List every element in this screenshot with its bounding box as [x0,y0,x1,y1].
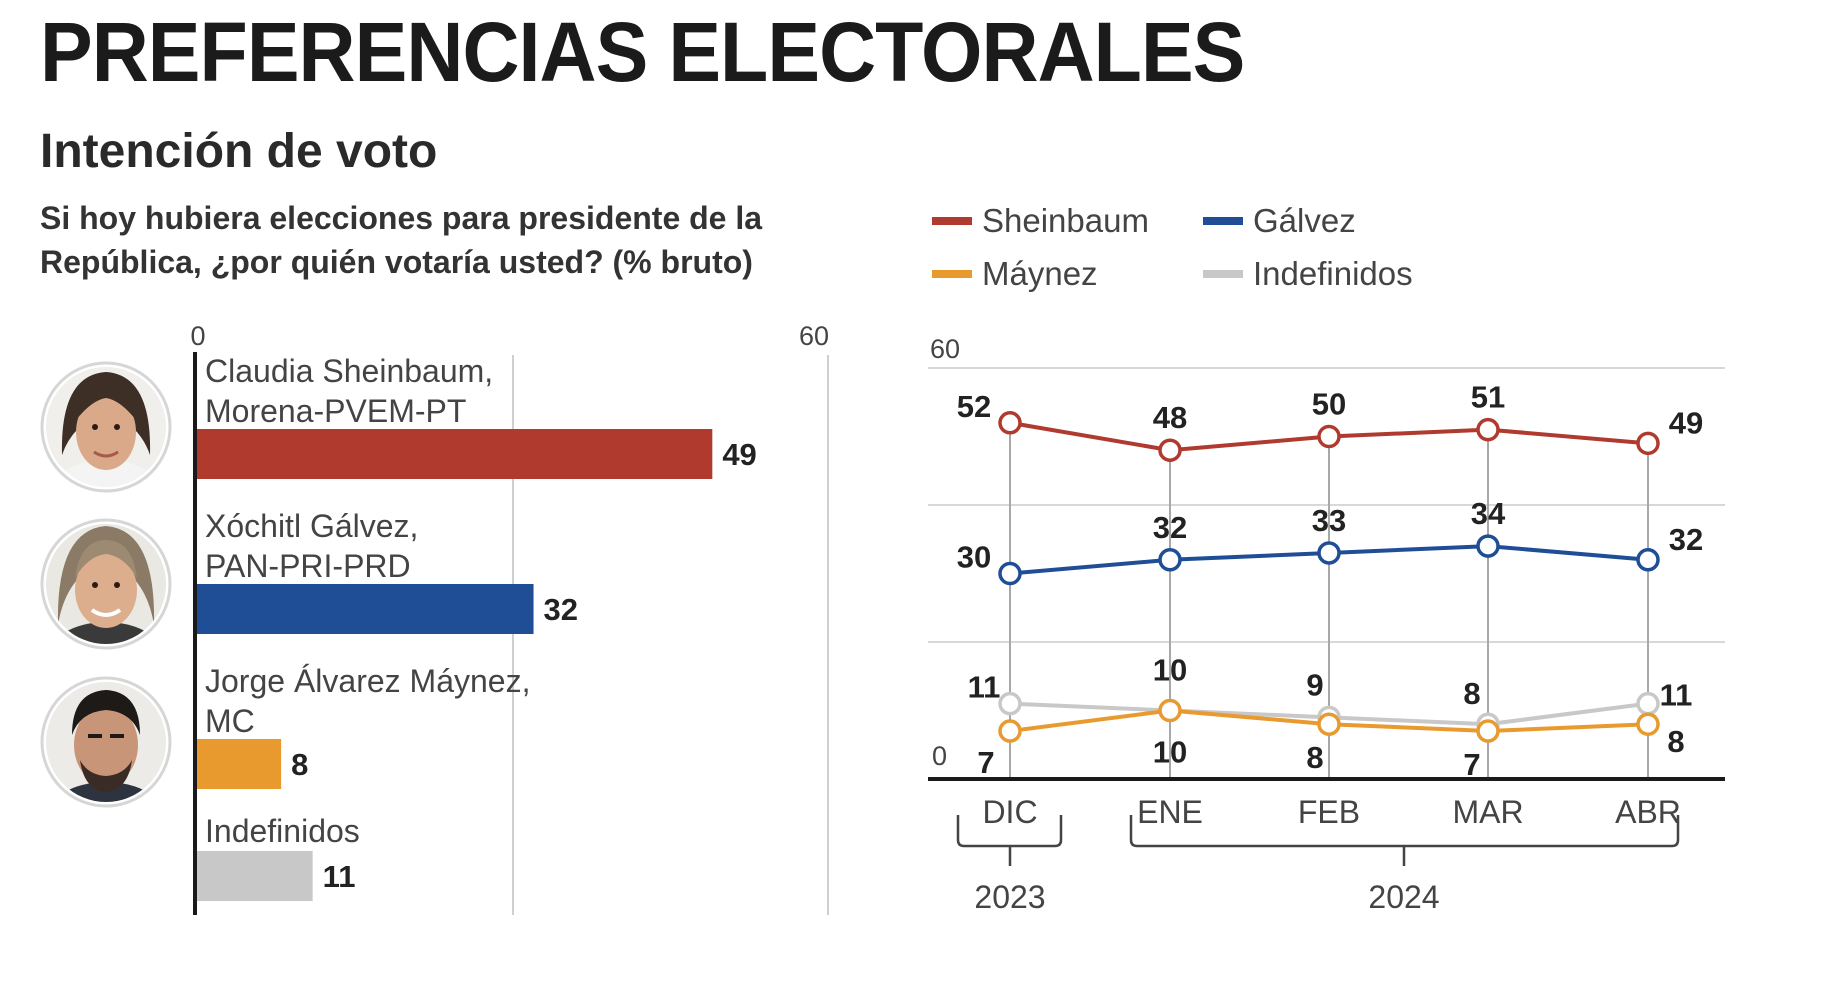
data-label: 33 [1312,503,1346,538]
legend-label: Máynez [982,255,1098,292]
legend-item-galvez: Gálvez [1203,202,1356,239]
data-point [1476,417,1500,442]
data-label: 10 [1153,735,1187,770]
bar-chart: 0 60 Claudia Sheinbaum, Morena-PVEM-PT 49 X… [190,321,829,915]
legend-item-indefinidos: Indefinidos [1203,255,1413,292]
data-label: 30 [957,540,991,575]
legend-label: Sheinbaum [982,202,1149,239]
bar-category-label: Indefinidos [205,813,360,849]
data-point [1317,424,1341,449]
data-point [998,691,1022,716]
data-label: 48 [1153,400,1187,435]
bar-value-label: 8 [291,747,308,782]
data-label: 50 [1312,387,1346,422]
data-point [1158,698,1182,723]
data-label: 51 [1471,380,1505,415]
bar-value-label: 49 [722,437,756,472]
bar-category-label: Claudia Sheinbaum, [205,353,493,389]
year-label: 2024 [1368,879,1439,915]
data-label: 8 [1306,740,1323,775]
data-label: 49 [1669,405,1703,440]
data-label: 32 [1669,522,1703,557]
data-point [1476,719,1500,743]
bar-category-label: Morena-PVEM-PT [205,393,466,429]
data-point [1636,712,1660,736]
data-label: 34 [1471,496,1506,531]
data-point [1476,534,1500,558]
month-tick-label: FEB [1298,794,1360,830]
data-point [1317,541,1341,565]
bar-category-label: PAN-PRI-PRD [205,548,411,584]
bar-category-label: Xóchitl Gálvez, [205,508,418,544]
year-label: 2023 [974,879,1045,915]
legend-item-maynez: Máynez [932,255,1098,292]
data-point [1158,438,1182,462]
data-point [1636,548,1660,572]
bar [197,739,282,789]
avatar-maynez [40,676,172,808]
series-sheinbaum [998,411,1660,462]
data-label: 7 [977,745,994,780]
month-tick-label: MAR [1452,794,1523,830]
legend: Sheinbaum Gálvez Máynez Indefinidos [932,202,1413,292]
data-point [998,719,1022,743]
data-point [1636,691,1660,716]
month-tick-label: ABR [1615,794,1681,830]
bar [197,851,313,901]
data-label: 7 [1463,747,1480,782]
data-point [998,411,1022,435]
month-tick-label: DIC [982,794,1037,830]
avatar-sheinbaum [40,361,172,493]
data-point [1317,712,1341,736]
bar-x-tick-label: 60 [799,321,829,351]
bar [197,584,534,634]
year-bracket-2023 [956,815,1063,866]
data-label: 11 [1660,678,1693,713]
data-point [1636,431,1660,456]
month-tick-label: ENE [1137,794,1203,830]
data-label: 32 [1153,510,1187,545]
survey-question: Si hoy hubiera elecciones para president… [40,200,763,280]
data-label: 9 [1306,667,1323,702]
chart-subtitle: Intención de voto [40,125,438,178]
bar-category-label: MC [205,703,255,739]
series-gálvez [998,534,1660,586]
legend-label: Gálvez [1253,202,1356,239]
line-y-tick-label: 0 [932,741,947,771]
bar-value-label: 32 [544,592,578,627]
chart-title: PREFERENCIAS ELECTORALES [40,5,1245,99]
data-point [998,561,1022,586]
year-bracket-2024 [1129,815,1680,866]
data-label: 8 [1463,676,1480,711]
line-y-tick-label: 60 [930,334,960,364]
data-label: 8 [1667,724,1684,759]
series-máynez [998,698,1660,743]
bar [197,429,713,479]
legend-label: Indefinidos [1253,255,1413,292]
avatar-galvez [40,518,172,650]
data-label: 52 [957,389,991,424]
data-label: 11 [968,670,1001,705]
data-point [1158,548,1182,572]
bar-x-tick-label: 0 [190,321,205,351]
bar-value-label: 11 [323,859,356,894]
bar-category-label: Jorge Álvarez Máynez, [205,663,530,699]
legend-item-sheinbaum: Sheinbaum [932,202,1149,239]
data-label: 10 [1153,653,1187,688]
